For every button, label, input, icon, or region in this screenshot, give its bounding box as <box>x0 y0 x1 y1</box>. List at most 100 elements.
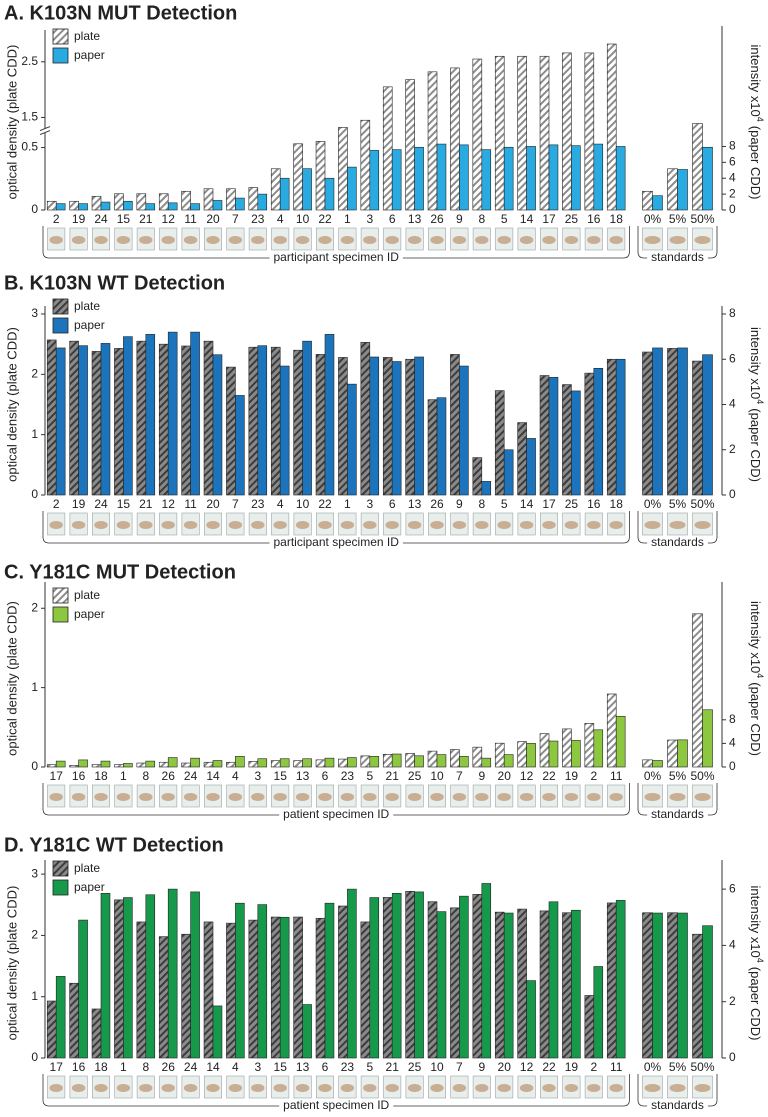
group-label: participant specimen ID <box>274 535 400 549</box>
y2-tick-label: 8 <box>729 139 736 153</box>
bar <box>642 351 653 496</box>
x-tick-label: 1 <box>120 1060 127 1074</box>
y2-label-part: (paper CDD) <box>748 408 763 482</box>
group-label: patient specimen ID <box>283 1098 389 1112</box>
bar <box>279 177 290 211</box>
legend-label: plate <box>74 588 100 602</box>
thumbnail-spot <box>644 793 661 801</box>
bar <box>472 894 483 1059</box>
x-tick-label: 6 <box>322 769 329 783</box>
y-tick-label: 2 <box>31 928 38 942</box>
thumbnail-spot <box>116 236 131 244</box>
y2-label-part: intensity x10 <box>748 601 763 673</box>
bar <box>571 909 581 1059</box>
bar <box>360 755 371 768</box>
thumbnail-spot <box>519 236 534 244</box>
thumbnail-spot <box>407 521 422 529</box>
bar <box>78 919 88 1059</box>
bar <box>212 760 223 768</box>
bar <box>652 195 663 211</box>
y2-tick-label: 0 <box>729 759 736 773</box>
bar <box>391 361 402 496</box>
y-tick-label: 3 <box>31 306 38 320</box>
bar <box>593 367 604 496</box>
bar <box>100 201 111 211</box>
bar <box>526 146 536 211</box>
bar <box>652 912 663 1059</box>
y2-label-sup: 4 <box>755 958 765 963</box>
bar <box>494 55 505 211</box>
group-bracket <box>42 226 270 259</box>
thumbnail-spot <box>609 521 623 529</box>
bar <box>123 897 133 1059</box>
thumbnail-spot <box>385 521 399 529</box>
bar <box>539 375 550 496</box>
bar <box>46 764 57 768</box>
bar <box>360 119 371 211</box>
thumbnail-spot <box>206 1084 220 1092</box>
bar <box>606 43 617 211</box>
bar <box>347 757 357 768</box>
y2-tick-label: 4 <box>729 736 736 750</box>
bar <box>548 377 559 496</box>
bar <box>450 67 460 211</box>
bar <box>167 202 178 211</box>
x-tick-label: 26 <box>162 1060 176 1074</box>
thumbnail-spot <box>273 521 287 529</box>
bar <box>279 758 290 768</box>
y2-tick-label: 6 <box>729 351 736 365</box>
bar <box>91 1008 102 1059</box>
x-tick-label: 14 <box>520 212 534 226</box>
legend-label: paper <box>74 880 105 894</box>
group-bracket <box>402 226 630 259</box>
thumbnail-spot <box>340 793 355 801</box>
y-tick-label: 2.5 <box>21 54 38 68</box>
x-tick-label: 12 <box>520 769 534 783</box>
bar <box>667 912 678 1059</box>
bar <box>145 203 156 211</box>
bar <box>652 760 663 768</box>
thumbnail-spot <box>318 1084 332 1092</box>
bar <box>190 203 200 211</box>
bar <box>293 349 303 496</box>
y2-tick-label: 0 <box>729 202 736 216</box>
bar <box>78 759 88 768</box>
thumbnail-spot <box>644 236 661 244</box>
bar <box>548 901 559 1059</box>
bar <box>615 715 626 768</box>
bar <box>584 372 595 496</box>
bar <box>503 146 514 211</box>
bar <box>382 897 393 1059</box>
bar <box>405 890 415 1059</box>
y-axis-label: optical density (plate CDD) <box>4 886 19 1041</box>
bar <box>539 733 550 768</box>
x-tick-label: 21 <box>386 769 400 783</box>
x-tick-label: 22 <box>542 769 556 783</box>
x-tick-label: 26 <box>162 769 176 783</box>
bar <box>181 190 191 211</box>
thumbnail-spot <box>475 1084 489 1092</box>
x-tick-label: 12 <box>162 497 176 511</box>
bar <box>382 86 393 211</box>
thumbnail-spot <box>475 793 489 801</box>
x-tick-label: 10 <box>430 769 444 783</box>
x-tick-label: 11 <box>610 769 623 783</box>
bar <box>158 343 169 496</box>
bar <box>181 933 191 1059</box>
bar <box>158 193 169 211</box>
thumbnail-spot <box>385 236 399 244</box>
thumbnail-spot <box>295 793 310 801</box>
x-tick-label: 10 <box>430 1060 444 1074</box>
y-tick-label: 2 <box>31 367 38 381</box>
bar <box>136 762 147 768</box>
thumbnail-spot <box>609 1084 623 1092</box>
bar <box>692 360 703 496</box>
y2-tick-label: 6 <box>729 881 736 895</box>
x-tick-label: 5% <box>669 497 687 511</box>
bar <box>347 888 357 1059</box>
y2-label-part: intensity x10 <box>748 886 763 958</box>
thumbnail-spot <box>161 793 175 801</box>
bar <box>324 902 335 1059</box>
bar <box>427 399 438 496</box>
thumbnail-spot <box>71 1084 86 1092</box>
